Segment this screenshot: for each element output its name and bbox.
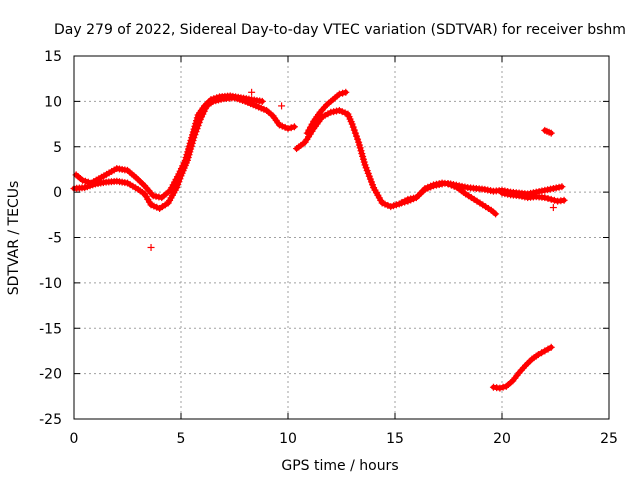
data-point (339, 89, 347, 97)
data-point (278, 102, 286, 110)
x-tick-label: 15 (386, 431, 404, 447)
series-outliers (147, 88, 557, 251)
y-tick-label: -20 (39, 367, 62, 383)
data-point (547, 195, 555, 203)
data-point (544, 194, 552, 202)
data-point (350, 126, 358, 134)
chart-title: Day 279 of 2022, Sidereal Day-to-day VTE… (54, 22, 626, 38)
data-point (349, 123, 357, 131)
data-point (147, 243, 155, 251)
data-point (541, 194, 549, 202)
y-tick-label: -10 (39, 276, 62, 292)
series-track-g (498, 189, 568, 205)
y-tick-label: 15 (44, 49, 62, 65)
y-tick-label: -5 (48, 231, 62, 247)
data-point (496, 384, 504, 392)
data-point (547, 343, 555, 351)
series-track-i (541, 126, 555, 137)
x-tick-label: 10 (279, 431, 297, 447)
data-point (348, 120, 356, 128)
data-point (401, 198, 409, 206)
data-point (397, 199, 405, 207)
data-point (290, 123, 298, 131)
data-point (308, 120, 316, 128)
data-point (248, 88, 256, 96)
data-point (287, 124, 295, 132)
series-track-f (445, 180, 500, 218)
data-point (352, 132, 360, 140)
x-axis-title: GPS time / hours (281, 458, 398, 474)
data-point (492, 210, 500, 218)
x-tick-label: 0 (70, 431, 79, 447)
data-point (305, 126, 313, 134)
data-point (306, 123, 314, 131)
y-tick-label: -25 (39, 412, 62, 428)
data-point (547, 129, 555, 137)
data-point (354, 135, 362, 143)
plot-frame (73, 55, 610, 420)
x-tick-label: 5 (177, 431, 186, 447)
data-point (342, 88, 350, 96)
data-point (558, 183, 566, 191)
data-point (351, 129, 359, 137)
data-point (499, 383, 507, 391)
data-point (258, 97, 266, 105)
y-tick-label: -15 (39, 321, 62, 337)
series-track-b (72, 92, 266, 202)
data-mark-layer (70, 88, 568, 392)
series-track-h (489, 343, 555, 392)
data-point (335, 90, 343, 98)
data-point (284, 125, 292, 133)
data-point (549, 204, 557, 212)
data-point (550, 196, 558, 204)
y-tick-label: 5 (53, 140, 62, 156)
data-point (303, 129, 311, 137)
tick-label-layer: 0 5 10 15 20 25 15 10 5 0 -5 -10 -15 -20 -25 (39, 49, 618, 447)
y-tick-label: 0 (53, 185, 62, 201)
x-tick-label: 25 (600, 431, 618, 447)
x-tick-label: 20 (493, 431, 511, 447)
data-point (560, 196, 568, 204)
y-axis-title: SDTVAR / TECUs (6, 181, 22, 296)
series-track-d (303, 88, 350, 137)
y-tick-label: 10 (44, 94, 62, 110)
